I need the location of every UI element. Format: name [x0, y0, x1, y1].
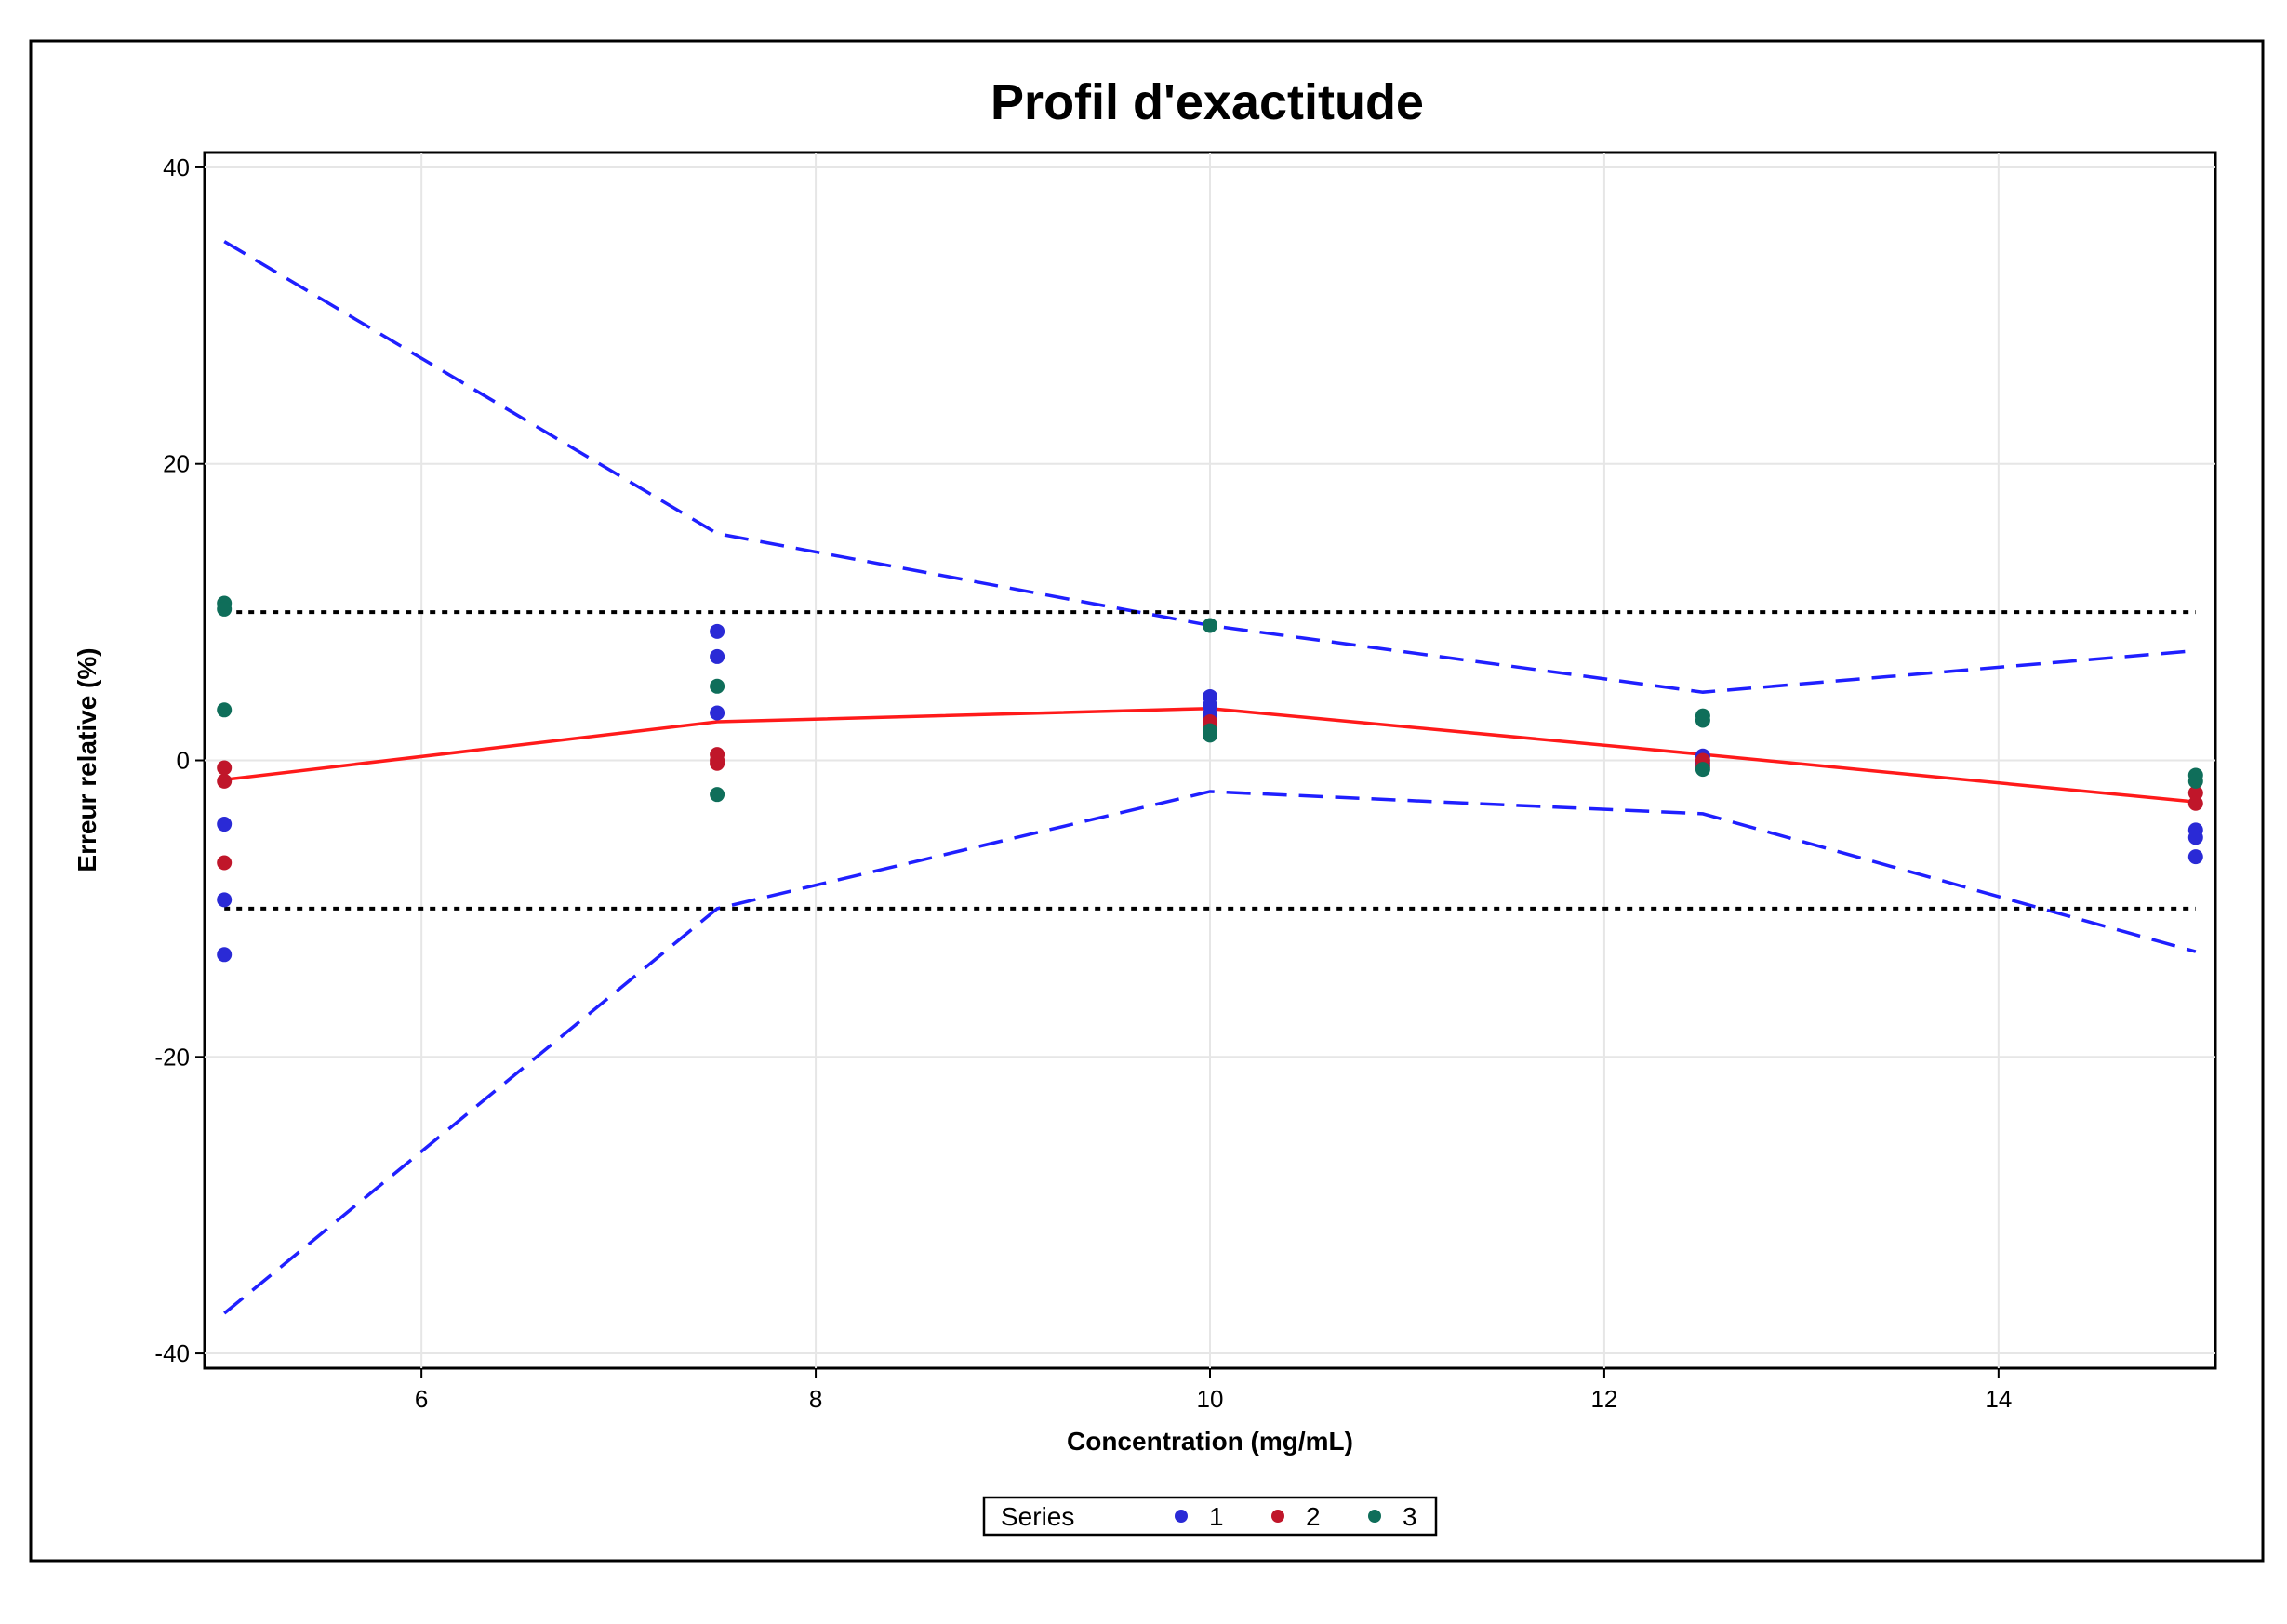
data-point-series-1 — [710, 705, 725, 721]
data-point-series-1 — [2187, 849, 2203, 865]
data-point-series-2 — [217, 773, 233, 789]
grid-layer — [205, 153, 2215, 1368]
data-point-series-2 — [710, 755, 725, 771]
x-tick-label: 6 — [415, 1385, 428, 1413]
data-point-series-2 — [217, 855, 233, 871]
y-tick-label: 40 — [163, 153, 190, 181]
legend-frame — [982, 1496, 1438, 1537]
data-point-series-1 — [217, 947, 233, 963]
y-tick-label: -20 — [154, 1043, 190, 1071]
y-tick-label: 0 — [177, 747, 190, 775]
data-point-series-3 — [710, 787, 725, 803]
axis-layer: 6 8 10 12 14 40 20 0 -20 -40 — [154, 153, 2012, 1413]
data-point-series-3 — [217, 601, 233, 617]
line-lower-tolerance — [223, 790, 2197, 1315]
data-point-series-3 — [1695, 762, 1710, 778]
legend-label-2: 2 — [1306, 1502, 1321, 1531]
legend-entries: 1 2 3 — [1175, 1502, 1417, 1531]
data-point-series-2 — [2187, 785, 2203, 801]
legend-title: Series — [1001, 1502, 1074, 1531]
data-point-series-1 — [217, 817, 233, 832]
data-point-series-3 — [1203, 727, 1217, 743]
data-point-series-3 — [2187, 773, 2203, 789]
data-point-series-3 — [1203, 618, 1217, 633]
data-point-series-1 — [710, 648, 725, 664]
data-point-series-3 — [217, 702, 233, 718]
data-point-series-1 — [710, 623, 725, 639]
data-point-series-3 — [710, 678, 725, 694]
data-point-series-2 — [217, 760, 233, 776]
y-axis-label: Erreur relative (%) — [73, 647, 101, 872]
data-point-series-1 — [217, 892, 233, 908]
data-point-series-3 — [1695, 712, 1710, 728]
legend-label-1: 1 — [1209, 1502, 1224, 1531]
y-tick-label: 20 — [163, 450, 190, 478]
data-point-series-1 — [2187, 830, 2203, 845]
x-tick-label: 8 — [809, 1385, 822, 1413]
legend-marker-2 — [1271, 1510, 1284, 1523]
legend-marker-1 — [1175, 1510, 1188, 1523]
outer-frame — [29, 39, 2265, 1563]
x-tick-label: 14 — [1985, 1385, 2012, 1413]
data-points-layer — [217, 595, 2203, 963]
x-tick-label: 12 — [1590, 1385, 1617, 1413]
data-point-series-2 — [2187, 795, 2203, 811]
chart-title: Profil d'exactitude — [991, 74, 1424, 130]
x-axis-label: Concentration (mg/mL) — [1067, 1427, 1353, 1456]
x-tick-label: 10 — [1197, 1385, 1224, 1413]
y-tick-label: -40 — [154, 1339, 190, 1367]
legend-label-3: 3 — [1403, 1502, 1417, 1531]
legend-marker-3 — [1368, 1510, 1381, 1523]
legend: Series 1 2 3 — [982, 1496, 1438, 1537]
